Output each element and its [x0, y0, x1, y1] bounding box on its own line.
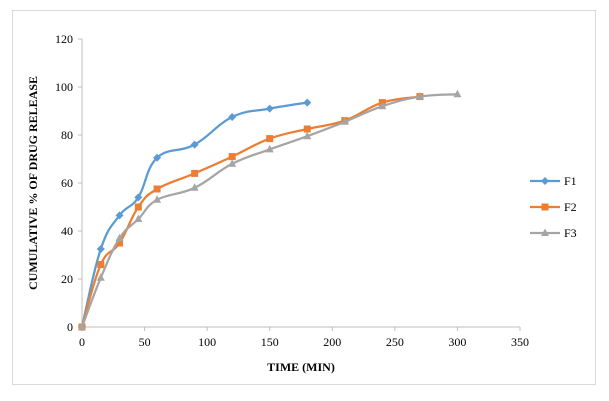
y-tick-label: 120 — [55, 32, 73, 46]
legend-item-f3: F3 — [530, 226, 577, 240]
y-tick-label: 80 — [61, 128, 73, 142]
series-line-f3 — [80, 93, 458, 328]
y-tick-label: 100 — [55, 80, 73, 94]
data-point-f1 — [115, 211, 124, 220]
series-f1 — [78, 98, 312, 331]
data-point-f2 — [266, 135, 274, 143]
data-point-f3 — [415, 92, 424, 100]
y-tick-label: 60 — [61, 176, 73, 190]
data-point-f1 — [190, 140, 199, 149]
y-tick-label: 40 — [61, 224, 73, 238]
y-tick-label: 20 — [61, 272, 73, 286]
legend-marker-f3 — [541, 228, 549, 236]
data-point-f2 — [228, 153, 236, 161]
legend-label-f2: F2 — [564, 200, 577, 214]
x-tick-label: 350 — [511, 335, 529, 349]
data-point-f3 — [340, 117, 349, 125]
legend-item-f2: F2 — [530, 200, 577, 214]
data-point-f2 — [303, 125, 311, 133]
legend-label-f1: F1 — [564, 174, 577, 188]
series-f3 — [78, 89, 462, 330]
data-point-f3 — [134, 214, 143, 222]
series-f2 — [78, 93, 424, 331]
data-point-f2 — [191, 169, 199, 177]
x-tick-label: 50 — [139, 335, 151, 349]
series-line-f2 — [80, 95, 421, 328]
chart-frame: 0 20 40 60 80 100 120 0 50 100 150 200 250 300 350 TIM… — [12, 10, 596, 385]
data-point-f1 — [265, 104, 274, 113]
data-point-f3 — [303, 131, 312, 140]
data-point-f1 — [303, 98, 312, 107]
y-tick-label: 0 — [67, 320, 73, 334]
data-point-f1 — [134, 193, 143, 202]
axes: 0 20 40 60 80 100 120 0 50 100 150 200 250 300 350 — [55, 32, 529, 349]
data-point-f3 — [378, 101, 387, 110]
x-tick-label: 150 — [261, 335, 279, 349]
legend-marker-f1 — [541, 177, 549, 185]
x-axis-title: TIME (MIN) — [267, 360, 335, 374]
legend: F1 F2 F3 — [530, 174, 577, 240]
data-point-f3 — [153, 195, 162, 203]
data-point-f3 — [453, 89, 462, 98]
x-tick-label: 300 — [448, 335, 466, 349]
data-point-f3 — [115, 233, 124, 242]
data-point-f2 — [134, 203, 142, 211]
data-point-f1 — [153, 153, 162, 162]
legend-label-f3: F3 — [564, 226, 577, 240]
data-point-f3 — [265, 144, 274, 153]
data-point-f3 — [190, 183, 199, 191]
data-point-f3 — [96, 273, 105, 281]
x-tick-label: 250 — [386, 335, 404, 349]
legend-item-f1: F1 — [530, 174, 577, 188]
data-point-f3 — [78, 322, 86, 330]
line-chart: 0 20 40 60 80 100 120 0 50 100 150 200 250 300 350 TIM… — [26, 32, 577, 374]
data-point-f1 — [228, 113, 237, 121]
series-layer — [78, 89, 462, 331]
x-tick-label: 0 — [79, 335, 85, 349]
y-axis-title: CUMULATIVE % OF DRUG RELEASE — [26, 76, 40, 290]
x-tick-label: 100 — [198, 335, 216, 349]
data-point-f2 — [153, 185, 161, 193]
data-point-f3 — [228, 159, 237, 167]
legend-marker-f2 — [541, 203, 549, 211]
data-point-f1 — [96, 245, 105, 253]
x-tick-label: 200 — [323, 335, 341, 349]
data-point-f2 — [116, 239, 124, 247]
data-point-f2 — [97, 261, 105, 269]
